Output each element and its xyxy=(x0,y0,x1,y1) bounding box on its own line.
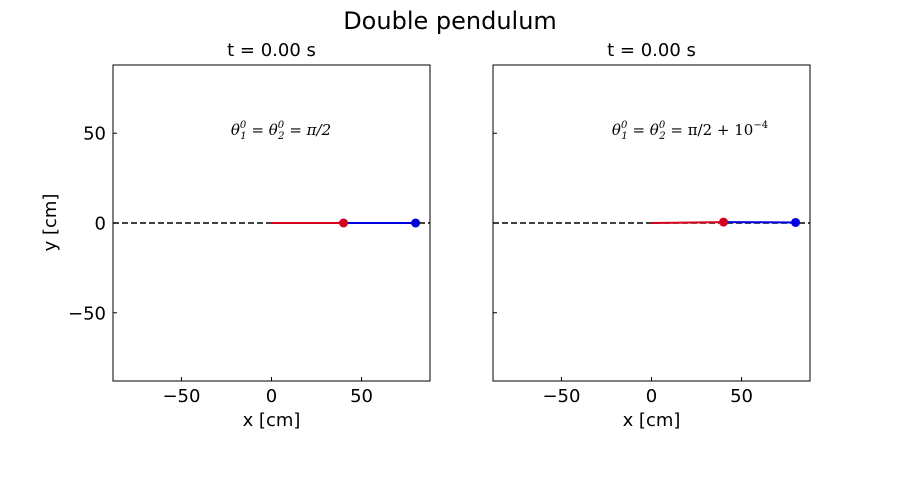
right-panel-annotation: θ0 1 = θ0 2 = π/2 + 10−4 xyxy=(612,120,768,142)
figure-title: Double pendulum xyxy=(343,7,557,35)
left-panel-xlabel: x [cm] xyxy=(243,410,301,431)
left-panel-ylabel: y [cm] xyxy=(40,194,61,252)
right-panel-rod-1 xyxy=(651,221,724,224)
left-panel: t = 0.00 s θ0 1 = θ0 2 = π/2 x [cm] y [cm]… xyxy=(40,40,431,431)
right-panel: t = 0.00 s θ0 1 = θ0 2 = π/2 + 10−4 x [cm]… xyxy=(492,40,811,431)
left-panel-ytick-label: 50 xyxy=(83,124,106,145)
right-panel-xlabel: x [cm] xyxy=(623,410,681,431)
left-panel-mass-1 xyxy=(339,218,349,228)
right-panel-mass-1 xyxy=(719,217,729,227)
left-panel-ytick-label: −50 xyxy=(68,303,106,324)
right-panel-title: t = 0.00 s xyxy=(607,40,696,61)
right-panel-xtick-label: 50 xyxy=(730,386,753,407)
right-panel-mass-2 xyxy=(791,217,801,227)
left-panel-title: t = 0.00 s xyxy=(227,40,316,61)
left-panel-xtick-label: 50 xyxy=(350,386,373,407)
left-panel-xtick-label: 0 xyxy=(266,386,277,407)
right-panel-xtick-label: 0 xyxy=(646,386,657,407)
left-panel-annotation: θ0 1 = θ0 2 = π/2 xyxy=(231,120,331,142)
left-panel-ytick-label: 0 xyxy=(95,214,106,235)
right-panel-xtick-label: −50 xyxy=(542,386,580,407)
left-panel-mass-2 xyxy=(411,218,421,228)
left-panel-xtick-label: −50 xyxy=(162,386,200,407)
